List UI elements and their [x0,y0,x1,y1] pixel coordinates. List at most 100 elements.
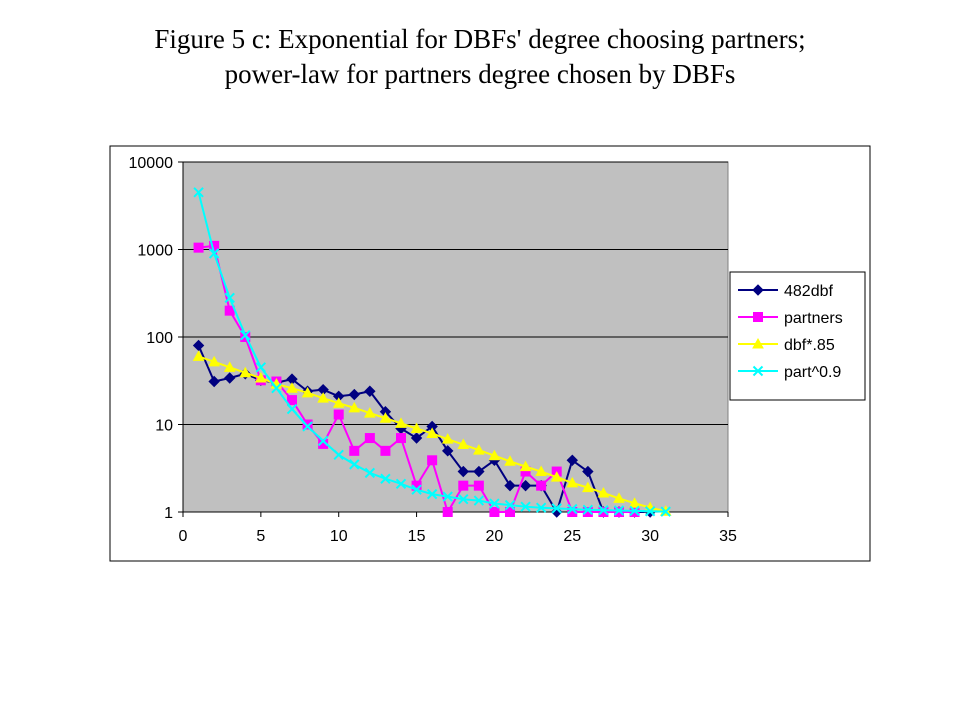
data-point-482dbf [582,465,594,478]
data-point-part-0-9 [567,503,578,515]
data-point-partners [442,507,453,517]
data-point-dbf-85 [208,355,220,367]
data-point-part-0-9 [411,484,422,495]
data-point-dbf-85 [628,497,641,508]
data-point-part-0-9 [535,502,547,513]
data-point-part-0-9 [302,421,313,432]
data-point-partners [582,507,593,517]
data-point-part-0-9-stroke [302,421,313,432]
data-point-partners [567,507,578,517]
data-point-part-0-9 [255,362,267,373]
data-point-482dbf [410,432,423,444]
data-point-part-0-9 [380,473,391,484]
data-point-482dbf [224,372,236,384]
data-point-part-0-9 [426,488,438,500]
data-point-482dbf [208,375,220,388]
data-point-dbf-85 [550,471,563,482]
data-point-dbf-85 [223,361,236,372]
legend-entry-part-0-9: part^0.9 [738,364,841,381]
legend-marker [753,312,763,322]
data-point-part-0-9 [364,467,376,479]
data-point-dbf-85 [426,427,438,438]
data-point-partners [193,242,204,253]
figure-title: Figure 5 c: Exponential for DBFs' degree… [0,22,960,92]
data-point-part-0-9 [286,403,298,415]
data-point-partners [427,455,438,466]
legend-marker [752,284,764,296]
legend-marker [752,337,764,349]
data-point-dbf-85 [395,417,407,428]
data-point-part-0-9-stroke [240,329,251,341]
data-point-part-0-9 [489,498,500,509]
data-point-dbf-85 [582,481,594,493]
legend-entry-482dbf: 482dbf [738,283,833,300]
data-point-part-0-9-stroke [629,505,640,517]
y-tick-label: 1 [164,505,173,522]
data-point-part-0-9-stroke [458,494,469,505]
legend-label: part^0.9 [784,364,841,381]
data-point-part-0-9 [504,499,516,511]
data-point-part-0-9 [551,503,562,514]
data-point-partners [287,395,297,406]
data-point-partners [473,480,484,491]
data-point-dbf-85 [473,444,485,455]
x-tick-label: 10 [330,528,348,545]
data-point-dbf-85 [566,476,579,488]
data-point-part-0-9-stroke [613,505,625,516]
y-tick-label: 100 [146,330,173,347]
data-point-partners [333,409,344,420]
data-point-part-0-9-stroke [333,449,344,461]
data-point-partners [536,480,547,491]
data-point-part-0-9-stroke [411,484,422,495]
data-point-part-0-9-stroke [364,467,376,479]
data-point-part-0-9-stroke [644,506,656,517]
legend-entry-partners: partners [738,310,843,327]
x-tick-label: 35 [719,528,737,545]
data-point-482dbf [566,454,578,466]
figure-title-line-1: Figure 5 c: Exponential for DBFs' degree… [154,24,806,54]
data-point-dbf-85 [317,392,329,403]
data-point-part-0-9-stroke [349,459,360,470]
data-point-dbf-85 [457,438,470,450]
data-point-dbf-85 [379,412,392,423]
legend-box [729,271,866,401]
data-point-part-0-9-stroke [224,292,235,304]
data-point-part-0-9 [629,505,640,517]
data-point-dbf-85 [597,486,610,498]
data-point-part-0-9 [208,248,220,259]
data-point-part-0-9 [660,506,671,517]
data-point-part-0-9-stroke [504,499,516,511]
x-tick-label: 5 [256,528,265,545]
data-point-part-0-9 [271,382,282,394]
data-point-part-0-9-stroke [660,506,671,517]
series-part-0-9 [193,187,671,517]
data-point-partners [396,433,406,444]
data-point-dbf-85 [488,449,501,461]
data-point-dbf-85 [519,460,532,472]
data-point-part-0-9 [582,504,594,515]
legend-label: partners [784,310,843,327]
data-point-dbf-85 [332,397,345,408]
legend-label: 482dbf [784,283,833,300]
data-point-part-0-9-stroke [489,498,500,509]
x-tick-label: 0 [179,528,188,545]
legend: 482dbf partners dbf*.85 part^0.9 [729,271,866,401]
data-point-partners [302,419,313,430]
data-point-dbf-85 [348,401,361,413]
data-point-part-0-9 [240,329,251,341]
data-point-482dbf [442,445,454,457]
data-point-part-0-9 [193,187,204,198]
data-point-482dbf [457,465,469,478]
data-point-part-0-9 [473,495,485,506]
data-point-part-0-9 [442,491,453,502]
data-point-part-0-9-stroke [317,435,329,447]
data-point-part-0-9 [333,449,344,461]
data-point-part-0-9 [613,505,625,516]
data-point-part-0-9-stroke [442,491,453,502]
data-point-part-0-9-stroke [286,403,298,415]
data-point-partners [598,507,609,517]
data-point-part-0-9-stroke [271,382,282,394]
figure-title-line-2: power-law for partners degree chosen by … [224,59,736,89]
legend-entry-dbf-85: dbf*.85 [738,337,835,354]
data-point-part-0-9-stroke [598,504,609,516]
